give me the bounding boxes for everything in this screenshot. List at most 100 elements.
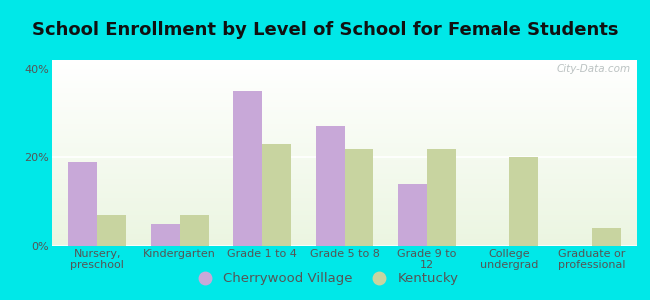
Bar xyxy=(52,159,637,160)
Bar xyxy=(52,104,637,105)
Bar xyxy=(52,94,637,95)
Bar xyxy=(52,71,637,72)
Bar xyxy=(52,82,637,83)
Bar xyxy=(151,224,179,246)
Bar xyxy=(52,142,637,143)
Bar xyxy=(52,157,637,158)
Bar xyxy=(52,167,637,168)
Bar xyxy=(52,99,637,100)
Bar xyxy=(52,182,637,183)
Bar xyxy=(52,133,637,134)
Bar xyxy=(52,84,637,85)
Bar xyxy=(52,107,637,108)
Bar xyxy=(52,160,637,161)
Bar xyxy=(52,191,637,192)
Bar xyxy=(52,115,637,116)
Bar xyxy=(52,192,637,193)
Bar xyxy=(52,111,637,112)
Bar xyxy=(52,106,637,107)
Bar xyxy=(52,236,637,237)
Bar xyxy=(52,169,637,170)
Bar xyxy=(52,244,637,245)
Bar xyxy=(233,91,262,246)
Bar xyxy=(52,74,637,75)
Bar xyxy=(52,113,637,114)
Bar xyxy=(52,195,637,196)
Bar xyxy=(52,105,637,106)
Bar xyxy=(52,79,637,80)
Bar xyxy=(52,203,637,204)
Bar xyxy=(52,144,637,145)
Bar xyxy=(52,202,637,203)
Bar xyxy=(52,238,637,239)
Bar xyxy=(52,103,637,104)
Bar xyxy=(52,134,637,135)
Bar xyxy=(52,190,637,191)
Bar xyxy=(52,199,637,200)
Bar xyxy=(510,158,538,246)
Bar xyxy=(52,91,637,92)
Bar xyxy=(52,197,637,198)
Bar xyxy=(68,162,98,246)
Bar xyxy=(52,201,637,202)
Bar xyxy=(52,95,637,96)
Bar xyxy=(52,183,637,184)
Bar xyxy=(52,188,637,189)
Bar xyxy=(52,165,637,166)
Bar xyxy=(427,148,456,246)
Bar xyxy=(52,241,637,242)
Bar xyxy=(52,155,637,156)
Bar xyxy=(52,151,637,152)
Bar xyxy=(52,198,637,199)
Bar xyxy=(52,222,637,223)
Bar xyxy=(52,217,637,218)
Bar xyxy=(52,179,637,180)
Bar xyxy=(52,121,637,122)
Bar xyxy=(52,124,637,125)
Bar xyxy=(52,189,637,190)
Bar xyxy=(52,166,637,167)
Bar xyxy=(262,144,291,246)
Bar xyxy=(52,131,637,132)
Bar xyxy=(52,233,637,234)
Bar xyxy=(52,140,637,141)
Bar xyxy=(52,168,637,169)
Bar xyxy=(52,226,637,227)
Bar xyxy=(52,89,637,90)
Bar xyxy=(52,65,637,66)
Bar xyxy=(52,227,637,228)
Bar xyxy=(52,129,637,130)
Bar xyxy=(52,136,637,137)
Bar xyxy=(52,125,637,126)
Bar xyxy=(52,211,637,212)
Bar xyxy=(52,122,637,123)
Bar xyxy=(398,184,427,246)
Bar xyxy=(52,109,637,110)
Bar xyxy=(52,132,637,133)
Bar xyxy=(52,146,637,147)
Bar xyxy=(52,180,637,181)
Bar xyxy=(52,137,637,138)
Bar xyxy=(52,75,637,76)
Bar xyxy=(52,173,637,174)
Bar xyxy=(52,61,637,62)
Bar xyxy=(52,208,637,209)
Bar xyxy=(52,230,637,231)
Bar xyxy=(52,83,637,84)
Bar xyxy=(52,219,637,220)
Bar xyxy=(52,234,637,235)
Bar xyxy=(52,77,637,78)
Bar xyxy=(52,175,637,176)
Bar xyxy=(52,229,637,230)
Bar xyxy=(592,228,621,246)
Bar xyxy=(52,163,637,164)
Bar xyxy=(52,66,637,67)
Bar xyxy=(52,150,637,151)
Bar xyxy=(52,87,637,88)
Bar xyxy=(52,96,637,97)
Bar xyxy=(52,185,637,187)
Bar xyxy=(52,76,637,77)
Bar xyxy=(52,69,637,70)
Bar xyxy=(52,216,637,217)
Bar xyxy=(52,209,637,210)
